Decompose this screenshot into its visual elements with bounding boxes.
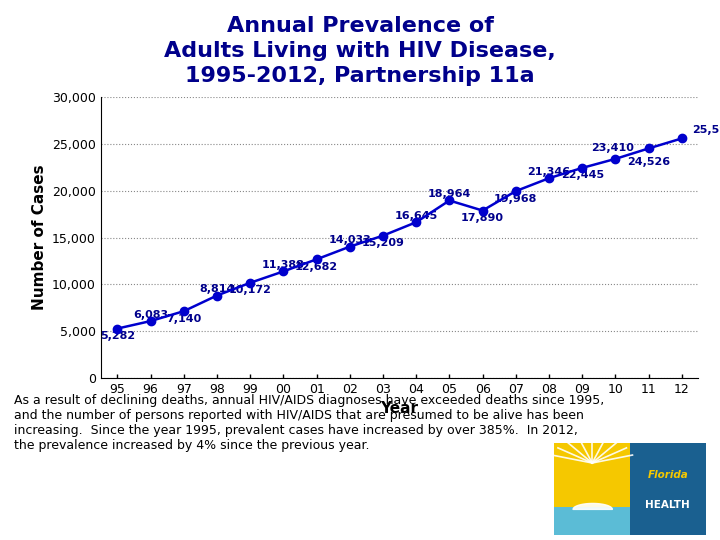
Text: 18,964: 18,964 xyxy=(428,189,471,199)
Text: 19,968: 19,968 xyxy=(494,193,538,204)
FancyBboxPatch shape xyxy=(630,443,706,535)
Text: Florida: Florida xyxy=(647,470,688,480)
X-axis label: Year: Year xyxy=(381,401,418,416)
Text: HEALTH: HEALTH xyxy=(645,500,690,510)
Text: 24,526: 24,526 xyxy=(627,157,670,167)
Text: 14,033: 14,033 xyxy=(328,235,372,245)
Text: 15,209: 15,209 xyxy=(361,238,405,248)
Text: 17,890: 17,890 xyxy=(461,213,504,223)
Text: 12,682: 12,682 xyxy=(295,262,338,272)
Text: 10,172: 10,172 xyxy=(229,285,271,295)
FancyBboxPatch shape xyxy=(554,443,630,535)
Text: 7,140: 7,140 xyxy=(166,314,202,323)
Text: 11,388: 11,388 xyxy=(262,260,305,270)
Text: 21,346: 21,346 xyxy=(528,167,570,177)
Text: 6,083: 6,083 xyxy=(133,310,168,320)
Text: As a result of declining deaths, annual HIV/AIDS diagnoses have exceeded deaths : As a result of declining deaths, annual … xyxy=(14,394,605,452)
Text: 22,445: 22,445 xyxy=(561,171,604,180)
Text: 8,814: 8,814 xyxy=(199,284,235,294)
Text: 25,595: 25,595 xyxy=(692,125,720,134)
Text: 23,410: 23,410 xyxy=(590,143,634,153)
Y-axis label: Number of Cases: Number of Cases xyxy=(32,165,47,310)
Text: Annual Prevalence of
Adults Living with HIV Disease,
1995-2012, Partnership 11a: Annual Prevalence of Adults Living with … xyxy=(164,16,556,86)
Text: 16,645: 16,645 xyxy=(395,211,438,221)
Text: 5,282: 5,282 xyxy=(100,331,135,341)
FancyBboxPatch shape xyxy=(554,507,630,535)
